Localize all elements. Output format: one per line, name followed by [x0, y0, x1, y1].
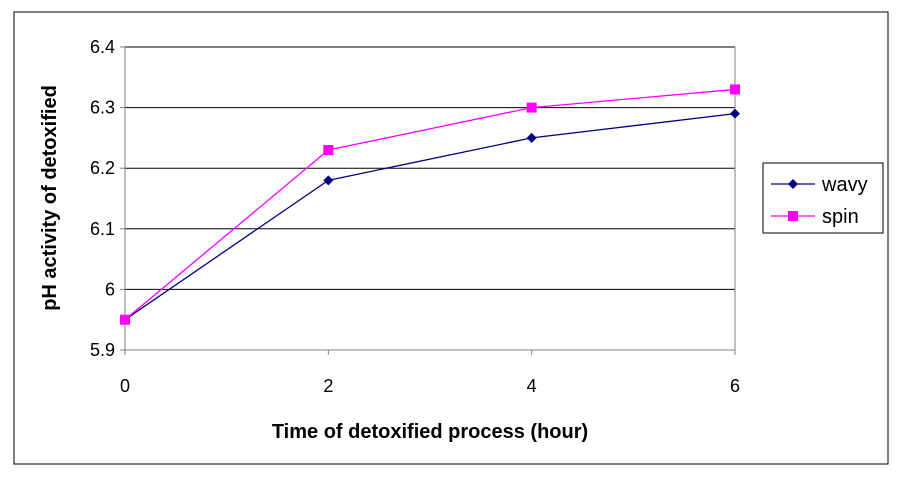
- legend-label-wavy: wavy: [821, 174, 868, 196]
- y-axis-label: pH activity of detoxified: [39, 85, 61, 311]
- data-point-square: [526, 102, 537, 113]
- data-point-diamond: [788, 179, 798, 189]
- data-point-square: [730, 84, 740, 95]
- data-point-square: [120, 314, 130, 325]
- series-line-wavy: [124, 113, 736, 321]
- data-point-diamond: [526, 132, 537, 143]
- legend: wavy spin: [762, 162, 884, 234]
- chart-border: [13, 11, 889, 465]
- legend-box: [762, 162, 884, 234]
- y-tick-label: 6.1: [90, 219, 115, 239]
- data-point-diamond: [730, 108, 740, 119]
- y-tick-label: 6: [105, 279, 115, 299]
- data-point-diamond: [323, 175, 334, 186]
- y-tick-label: 6.2: [90, 158, 115, 178]
- x-tick-label: 0: [120, 376, 130, 396]
- y-tick-label: 5.9: [90, 340, 115, 360]
- data-point-square: [323, 145, 334, 156]
- y-tick-label: 6.4: [90, 37, 115, 57]
- legend-label-spin: spin: [822, 206, 859, 228]
- series-spin: [120, 84, 740, 325]
- series-line-spin: [124, 88, 736, 321]
- x-tick-label: 4: [527, 376, 537, 396]
- x-tick-label: 2: [323, 376, 333, 396]
- y-tick-label: 6.3: [90, 98, 115, 118]
- x-axis-label: Time of detoxified process (hour): [272, 421, 588, 443]
- x-tick-label: 6: [730, 376, 740, 396]
- data-point-square: [788, 211, 798, 221]
